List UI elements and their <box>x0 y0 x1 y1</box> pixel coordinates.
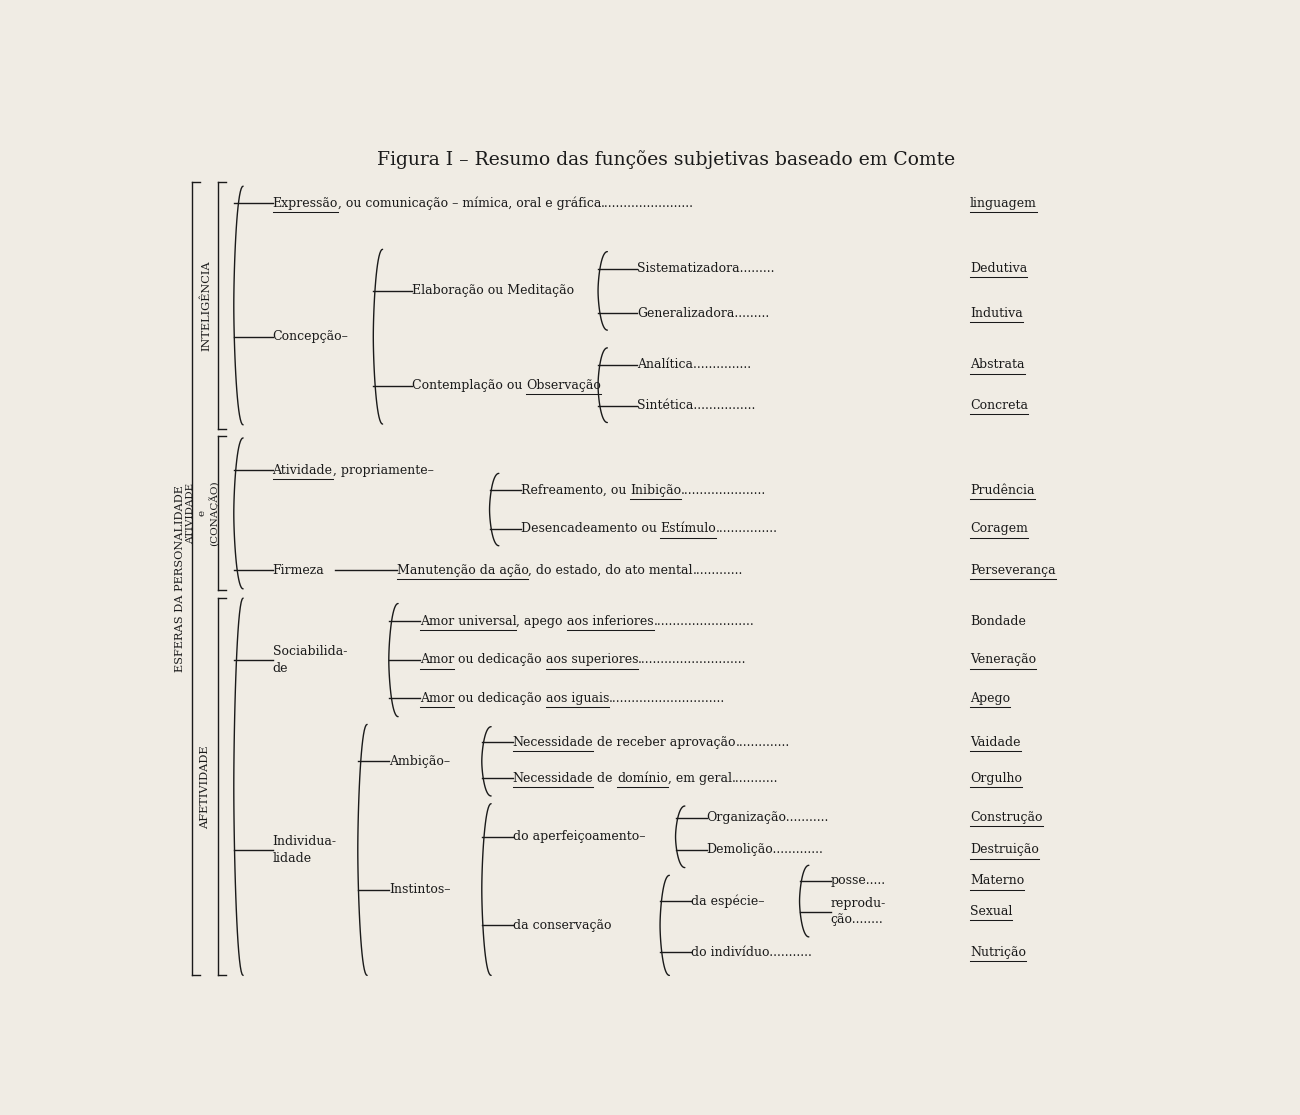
Text: ............................: ............................ <box>638 653 746 666</box>
Text: Prudência: Prudência <box>970 484 1035 497</box>
Text: Generalizadora.........: Generalizadora......... <box>637 307 770 320</box>
Text: Indutiva: Indutiva <box>970 307 1023 320</box>
Text: Apego: Apego <box>970 691 1010 705</box>
Text: Dedutiva: Dedutiva <box>970 262 1027 275</box>
Text: Desencadeamento ou: Desencadeamento ou <box>520 522 660 535</box>
Text: ATIVIDADE
e
(CONAÇÃO): ATIVIDADE e (CONAÇÃO) <box>186 481 220 546</box>
Text: ESFERAS DA PERSONALIDADE: ESFERAS DA PERSONALIDADE <box>174 485 185 672</box>
Text: , do estado, do ato mental: , do estado, do ato mental <box>528 564 693 576</box>
Text: reprodu-
ção........: reprodu- ção........ <box>831 896 885 927</box>
Text: Elaboração ou Meditação: Elaboração ou Meditação <box>412 284 575 298</box>
Text: aos superiores: aos superiores <box>546 653 638 666</box>
Text: da conservação: da conservação <box>512 919 611 932</box>
Text: Orgulho: Orgulho <box>970 772 1022 785</box>
Text: Vaidade: Vaidade <box>970 736 1020 748</box>
Text: aos iguais: aos iguais <box>546 691 608 705</box>
Text: Perseverança: Perseverança <box>970 564 1056 576</box>
Text: do aperfeiçoamento–: do aperfeiçoamento– <box>512 831 645 843</box>
Text: Expressão: Expressão <box>273 196 338 210</box>
Text: INTELIGÊNCIA: INTELIGÊNCIA <box>202 260 212 351</box>
Text: Necessidade: Necessidade <box>512 772 593 785</box>
Text: Inibição: Inibição <box>630 484 681 497</box>
Text: ..............: .............. <box>736 736 790 748</box>
Text: , apego: , apego <box>516 614 567 628</box>
Text: ..........................: .......................... <box>654 614 754 628</box>
Text: da espécie–: da espécie– <box>692 894 764 908</box>
Text: Amor: Amor <box>420 653 454 666</box>
Text: Sexual: Sexual <box>970 905 1013 918</box>
Text: domínio: domínio <box>618 772 668 785</box>
Text: ou dedicação: ou dedicação <box>454 653 546 666</box>
Text: Destruição: Destruição <box>970 843 1039 856</box>
Text: Manutenção da ação: Manutenção da ação <box>396 564 528 576</box>
Text: posse.....: posse..... <box>831 874 885 888</box>
Text: linguagem: linguagem <box>970 196 1037 210</box>
Text: Concreta: Concreta <box>970 399 1028 413</box>
Text: Amor universal: Amor universal <box>420 614 516 628</box>
Text: Organização...........: Organização........... <box>707 811 829 824</box>
Text: ou dedicação: ou dedicação <box>454 691 546 705</box>
Text: Abstrata: Abstrata <box>970 358 1024 371</box>
Text: , propriamente–: , propriamente– <box>333 464 433 477</box>
Text: Observação: Observação <box>526 379 602 392</box>
Text: Contemplação ou: Contemplação ou <box>412 379 526 392</box>
Text: ..............................: .............................. <box>608 691 725 705</box>
Text: ........................: ........................ <box>602 196 694 210</box>
Text: Individua-
lidade: Individua- lidade <box>273 835 337 865</box>
Text: Coragem: Coragem <box>970 522 1028 535</box>
Text: do indivíduo...........: do indivíduo........... <box>692 946 812 959</box>
Text: Necessidade: Necessidade <box>512 736 593 748</box>
Text: Bondade: Bondade <box>970 614 1026 628</box>
Text: Sistematizadora.........: Sistematizadora......... <box>637 262 775 275</box>
Text: Amor: Amor <box>420 691 454 705</box>
Text: Ambição–: Ambição– <box>389 755 450 768</box>
Text: ................: ................ <box>716 522 779 535</box>
Text: AFETIVIDADE: AFETIVIDADE <box>200 745 211 828</box>
Text: Instintos–: Instintos– <box>389 883 450 896</box>
Text: Nutrição: Nutrição <box>970 946 1026 959</box>
Text: de receber aprovação: de receber aprovação <box>593 736 736 748</box>
Text: Estímulo: Estímulo <box>660 522 716 535</box>
Text: Atividade: Atividade <box>273 464 333 477</box>
Text: Materno: Materno <box>970 874 1024 888</box>
Text: Analítica...............: Analítica............... <box>637 358 751 371</box>
Text: Sociabilida-
de: Sociabilida- de <box>273 646 347 675</box>
Text: ............: ............ <box>732 772 779 785</box>
Text: de: de <box>593 772 618 785</box>
Text: Figura I – Resumo das funções subjetivas baseado em Comte: Figura I – Resumo das funções subjetivas… <box>377 149 956 168</box>
Text: , em geral: , em geral <box>668 772 732 785</box>
Text: , ou comunicação – mímica, oral e gráfica: , ou comunicação – mímica, oral e gráfic… <box>338 196 602 210</box>
Text: ......................: ...................... <box>681 484 766 497</box>
Text: Veneração: Veneração <box>970 653 1036 666</box>
Text: Demolição.............: Demolição............. <box>707 843 823 856</box>
Text: Construção: Construção <box>970 811 1043 824</box>
Text: Refreamento, ou: Refreamento, ou <box>520 484 630 497</box>
Text: aos inferiores: aos inferiores <box>567 614 654 628</box>
Text: Firmeza: Firmeza <box>273 564 324 576</box>
Text: .............: ............. <box>693 564 744 576</box>
Text: Sintética................: Sintética................ <box>637 399 755 413</box>
Text: Concepção–: Concepção– <box>273 330 348 343</box>
